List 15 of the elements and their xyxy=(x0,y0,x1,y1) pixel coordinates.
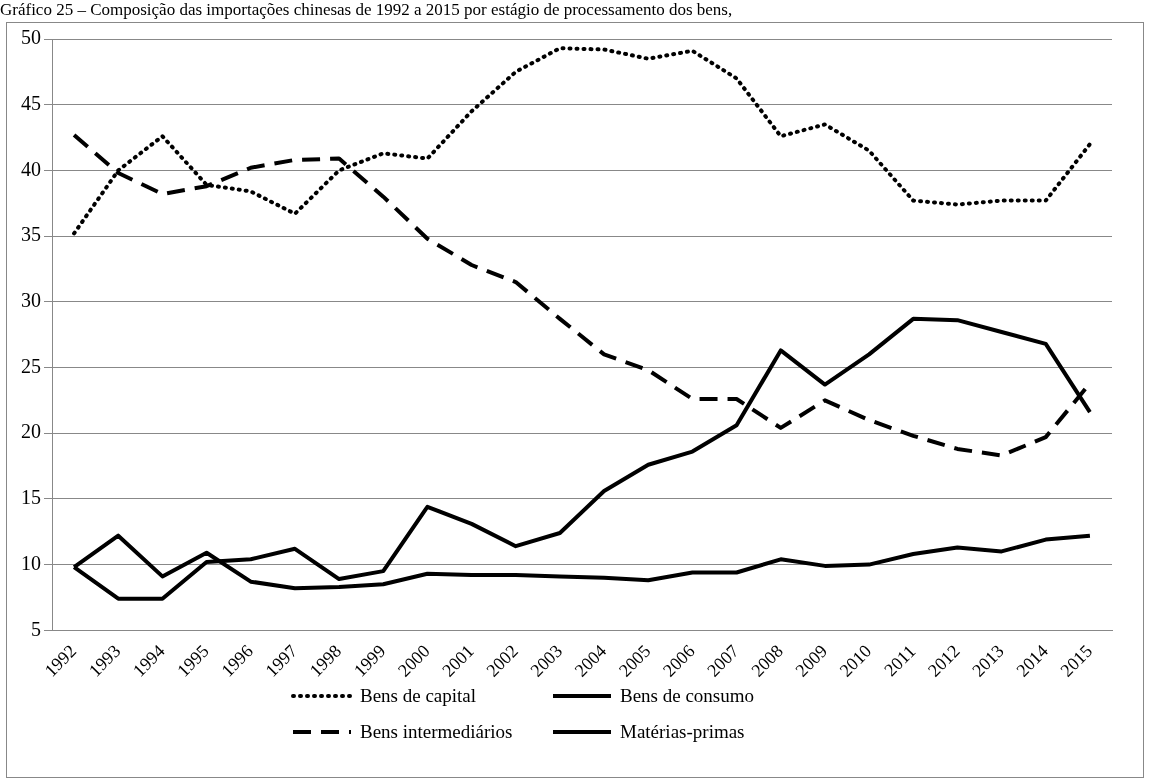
y-tick-label: 5 xyxy=(31,617,41,640)
chart-title: Gráfico 25 – Composição das importações chinesas de 1992 a 2015 por estágio de processamento dos bens, xyxy=(0,0,734,21)
y-tick-label: 45 xyxy=(21,91,41,114)
legend-label: Bens intermediários xyxy=(360,721,513,743)
legend-label: Bens de consumo xyxy=(620,685,755,707)
y-tick-label: 25 xyxy=(21,354,41,377)
y-tick-label: 15 xyxy=(21,486,41,509)
y-tick-label: 10 xyxy=(21,551,41,574)
y-tick-label: 50 xyxy=(21,26,41,49)
legend-label: Bens de capital xyxy=(360,685,477,707)
y-tick-label: 30 xyxy=(21,289,41,312)
legend-label: Matérias-primas xyxy=(620,721,745,743)
y-tick-label: 20 xyxy=(21,420,41,443)
y-tick-label: 40 xyxy=(21,157,41,180)
y-tick-label: 35 xyxy=(21,223,41,246)
